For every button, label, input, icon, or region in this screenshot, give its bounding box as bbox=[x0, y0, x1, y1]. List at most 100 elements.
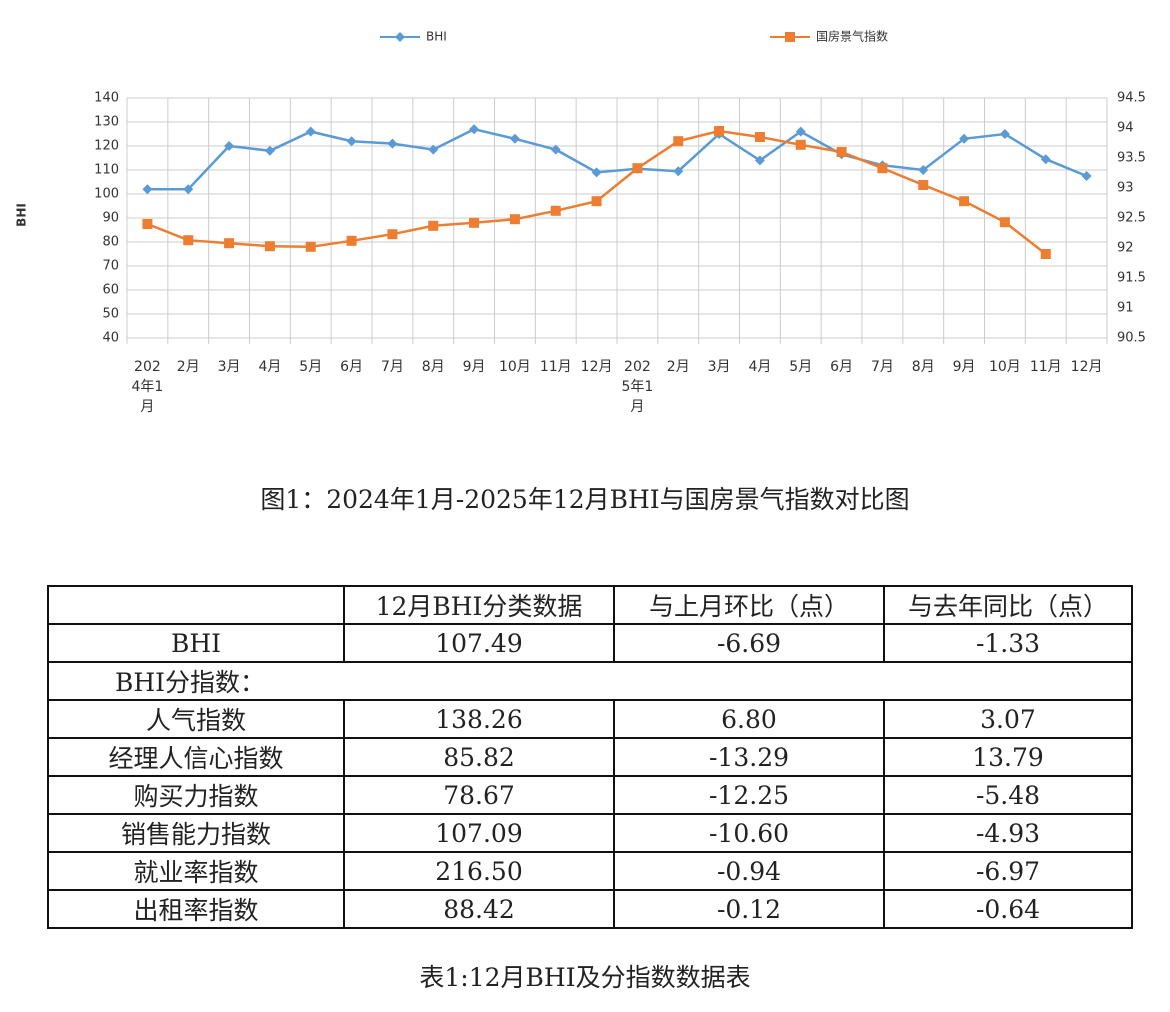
table-cell: -10.60 bbox=[613, 813, 885, 853]
x-tick-label: 4月 bbox=[258, 359, 282, 375]
point bbox=[142, 219, 153, 229]
point bbox=[305, 126, 316, 137]
x-tick-label: 11月 bbox=[539, 359, 572, 375]
x-tick-label: 5月 bbox=[789, 359, 813, 375]
point bbox=[428, 144, 439, 155]
y-axis-label: BHI bbox=[15, 203, 29, 227]
table-cell: 216.50 bbox=[343, 851, 615, 891]
table-cell: 经理人信心指数 bbox=[47, 737, 345, 777]
y2-tick-label: 91 bbox=[1117, 301, 1134, 316]
point bbox=[428, 220, 439, 231]
y2-tick-label: 94.5 bbox=[1117, 91, 1146, 106]
table-cell: -6.97 bbox=[883, 851, 1133, 891]
point bbox=[714, 126, 725, 136]
y2-tick-label: 93 bbox=[1117, 181, 1134, 196]
x-tick-label: 6月 bbox=[340, 359, 364, 375]
x-tick-label: 2024年1月 bbox=[131, 359, 164, 415]
point bbox=[224, 238, 235, 249]
table-cell: 3.07 bbox=[883, 699, 1133, 739]
y-tick-label: 40 bbox=[102, 331, 119, 346]
x-tick-label: 7月 bbox=[380, 359, 404, 375]
y-tick-label: 100 bbox=[94, 187, 119, 202]
point bbox=[795, 126, 806, 137]
table-cell: -4.93 bbox=[883, 813, 1133, 853]
y-tick-label: 120 bbox=[94, 139, 119, 154]
table-cell: -0.94 bbox=[613, 851, 885, 891]
point bbox=[959, 196, 970, 207]
x-tick-label: 8月 bbox=[911, 359, 935, 375]
y2-tick-label: 90.5 bbox=[1117, 331, 1146, 346]
point bbox=[183, 184, 194, 195]
table-cell: 88.42 bbox=[343, 889, 615, 929]
point bbox=[550, 144, 561, 155]
y-tick-label: 90 bbox=[102, 211, 119, 226]
point bbox=[1040, 249, 1051, 259]
point bbox=[754, 132, 765, 142]
point bbox=[959, 133, 970, 144]
x-tick-label: 8月 bbox=[421, 359, 445, 375]
x-tick-label: 6月 bbox=[830, 359, 854, 375]
point bbox=[346, 235, 357, 246]
x-tick-label: 3月 bbox=[217, 359, 241, 375]
y2-tick-label: 92 bbox=[1117, 241, 1134, 256]
table-cell: 78.67 bbox=[343, 775, 615, 815]
table-row: 销售能力指数 107.09 -10.60 -4.93 bbox=[47, 813, 1133, 853]
data-table: 12月BHI分类数据 与上月环比（点） 与去年同比（点） BHI 107.49 -6… bbox=[47, 585, 1133, 929]
table-cell: 购买力指数 bbox=[47, 775, 345, 815]
y-tick-label: 60 bbox=[102, 283, 119, 298]
table-row: 经理人信心指数 85.82 -13.29 13.79 bbox=[47, 737, 1133, 777]
table-row: 出租率指数 88.42 -0.12 -0.64 bbox=[47, 889, 1133, 929]
x-tick-label: 10月 bbox=[498, 359, 531, 375]
point bbox=[387, 138, 398, 149]
x-tick-label: 11月 bbox=[1029, 359, 1062, 375]
x-tick-label: 9月 bbox=[462, 359, 486, 375]
point bbox=[632, 163, 643, 174]
point bbox=[387, 229, 398, 240]
table-caption: 表1:12月BHI及分指数数据表 bbox=[419, 963, 751, 992]
legend-label: BHI bbox=[426, 30, 447, 44]
x-tick-label: 5月 bbox=[299, 359, 323, 375]
y-tick-label: 130 bbox=[94, 115, 119, 130]
x-tick-label: 3月 bbox=[707, 359, 731, 375]
table-cell: -0.64 bbox=[883, 889, 1133, 929]
point bbox=[509, 133, 520, 144]
table-cell: -5.48 bbox=[883, 775, 1133, 815]
point bbox=[1040, 154, 1051, 165]
table-row: 人气指数 138.26 6.80 3.07 bbox=[47, 699, 1133, 739]
table-cell: -1.33 bbox=[883, 623, 1133, 663]
header-row: 12月BHI分类数据 与上月环比（点） 与去年同比（点） bbox=[47, 585, 1133, 625]
table-cell: -0.12 bbox=[613, 889, 885, 929]
table-cell: 107.09 bbox=[343, 813, 615, 853]
point bbox=[754, 155, 765, 166]
x-tick-label: 9月 bbox=[952, 359, 976, 375]
header-cell: 与上月环比（点） bbox=[613, 585, 885, 625]
table-cell: 就业率指数 bbox=[47, 851, 345, 891]
y2-tick-label: 93.5 bbox=[1117, 151, 1146, 166]
x-tick-label: 2月 bbox=[666, 359, 690, 375]
table-cell: BHI bbox=[47, 623, 345, 663]
x-tick-label: 12月 bbox=[1070, 359, 1103, 375]
point bbox=[264, 145, 275, 156]
x-tick-label: 7月 bbox=[870, 359, 894, 375]
point bbox=[877, 163, 888, 174]
point bbox=[469, 124, 480, 135]
table-cell: -6.69 bbox=[613, 623, 885, 663]
header-cell: 与去年同比（点） bbox=[883, 585, 1133, 625]
point bbox=[1081, 171, 1092, 181]
y-tick-label: 110 bbox=[94, 163, 119, 178]
table-row: 就业率指数 216.50 -0.94 -6.97 bbox=[47, 851, 1133, 891]
y-tick-label: 140 bbox=[94, 91, 119, 106]
x-tick-label: 12月 bbox=[580, 359, 613, 375]
y-tick-label: 70 bbox=[102, 259, 119, 274]
point bbox=[673, 166, 684, 177]
chart: BHI 40 50 60 70 80 90 100 110 120 130 140 90.5 91 91.… bbox=[15, 29, 1146, 346]
table-cell: 人气指数 bbox=[47, 699, 345, 739]
point bbox=[999, 217, 1010, 228]
point bbox=[918, 180, 929, 190]
point bbox=[591, 196, 602, 207]
point bbox=[142, 184, 153, 195]
point bbox=[591, 167, 602, 178]
point bbox=[795, 139, 806, 150]
series-line bbox=[146, 129, 1047, 255]
